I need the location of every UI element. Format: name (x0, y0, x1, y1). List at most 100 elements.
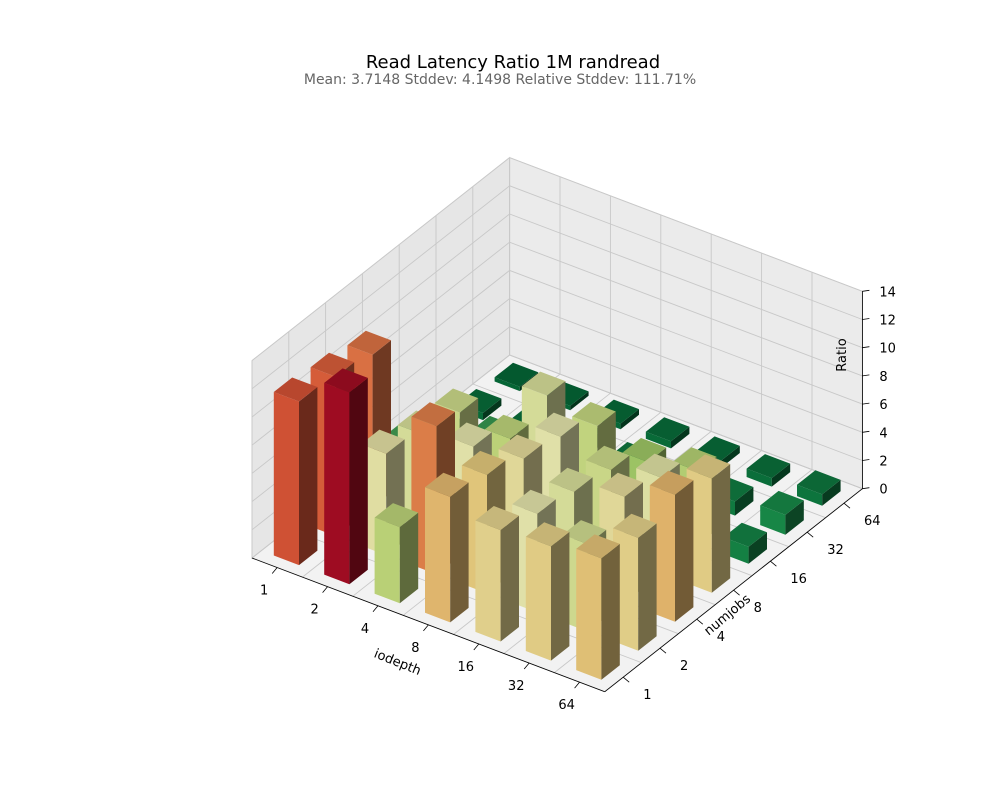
z-tick-label: 0 (879, 483, 887, 498)
bar-top-face (461, 450, 506, 475)
x-tick-mark (523, 662, 530, 670)
bar-front-face (760, 505, 786, 535)
bar-top-face (645, 417, 690, 442)
bar-top-face (434, 388, 479, 413)
bar-front-face (576, 548, 602, 680)
bar-top-face (549, 467, 593, 492)
y-tick-label: 1 (643, 688, 651, 703)
bar-top-face (475, 506, 519, 531)
z-tick-label: 14 (879, 285, 896, 300)
chart-title: Read Latency Ratio 1M randread (366, 52, 660, 73)
y-tick-mark (806, 531, 814, 538)
x-tick-mark (574, 681, 580, 689)
z-tick-mark (862, 318, 870, 320)
bar-top-face (411, 402, 455, 427)
y-tick-label: 16 (790, 572, 807, 587)
bar-2-1 (324, 368, 368, 585)
bar-side-face (450, 482, 469, 623)
bar-top-face (599, 472, 643, 497)
x-tick-label: 64 (558, 698, 575, 713)
bar-32-64 (746, 454, 791, 487)
y-tick-mark (733, 589, 740, 596)
bar-side-face (620, 409, 639, 430)
bar-front-face (746, 468, 772, 487)
y-tick-mark (622, 676, 630, 683)
bar-32-1 (525, 522, 570, 661)
bar-top-face (723, 522, 767, 547)
z-tick-mark (862, 289, 870, 292)
bar-top-face (521, 371, 566, 396)
bar-side-face (748, 532, 767, 564)
x-tick-label: 32 (508, 679, 525, 694)
bar-front-face (797, 484, 823, 506)
bar-top-face (494, 362, 539, 387)
x-tick-label: 8 (411, 641, 419, 656)
bar-top-face (485, 414, 529, 439)
y-tick-mark (696, 618, 704, 625)
chart-subtitle: Mean: 3.7148 Stddev: 4.1498 Relative Std… (304, 72, 696, 88)
y-tick-mark (659, 647, 667, 654)
x-tick-mark (271, 567, 278, 574)
x-tick-mark (473, 643, 480, 651)
z-tick-label: 10 (879, 342, 896, 357)
bar-top-face (686, 454, 731, 479)
bar-top-face (273, 377, 318, 402)
bar-side-face (822, 479, 841, 506)
bar-16-1 (475, 506, 519, 642)
bar-top-face (525, 522, 570, 547)
bar-top-face (576, 534, 620, 559)
bar-side-face (483, 398, 502, 421)
z-tick-label: 2 (879, 455, 887, 470)
y-tick-label: 4 (717, 630, 725, 645)
bar-side-face (500, 515, 519, 642)
bar-front-face (525, 536, 551, 661)
y-tick-mark (770, 560, 777, 567)
bar-front-face (475, 520, 501, 642)
bar-side-face (785, 500, 804, 535)
bar-front-face (645, 431, 671, 449)
bar-top-face (374, 503, 419, 528)
y-tick-label: 8 (754, 601, 762, 616)
bar-top-face (512, 489, 556, 514)
bar-64-64 (797, 470, 841, 506)
bar-top-face (448, 422, 492, 447)
bar-top-face (347, 330, 391, 355)
bar-64-32 (760, 490, 804, 535)
bar-64-1 (576, 534, 620, 680)
bar-side-face (299, 387, 318, 566)
bar-side-face (399, 512, 419, 604)
bar-side-face (570, 391, 589, 411)
bar-8-1 (425, 472, 469, 623)
bar-side-face (711, 464, 731, 593)
bar-8-64 (645, 417, 690, 449)
z-tick-label: 12 (879, 314, 896, 329)
bar-top-face (425, 472, 469, 497)
bar-front-face (324, 382, 350, 585)
bar-64-16 (723, 522, 767, 564)
z-gridline (251, 213, 863, 418)
z-tick-label: 8 (879, 370, 887, 385)
bar-side-face (735, 487, 754, 516)
bar-4-1 (374, 503, 419, 604)
bars (273, 330, 841, 680)
bar-front-face (273, 392, 299, 566)
z-tick-label: 6 (879, 398, 887, 413)
bar-side-face (771, 463, 791, 487)
bar-top-face (760, 490, 804, 515)
z-tick-mark (862, 430, 870, 433)
x-tick-mark (423, 624, 429, 632)
z-gridline (251, 157, 863, 361)
bar-side-face (638, 523, 657, 651)
bar-side-face (721, 445, 740, 468)
z-tick-label: 4 (879, 426, 887, 441)
bar-top-face (535, 412, 579, 437)
bar-top-face (324, 368, 368, 393)
bar-top-face (613, 513, 657, 538)
bar-side-face (349, 377, 368, 585)
bar-side-face (551, 531, 570, 661)
bar-front-face (494, 377, 520, 392)
x-tick-label: 4 (361, 622, 369, 637)
z-tick-mark (862, 459, 870, 461)
